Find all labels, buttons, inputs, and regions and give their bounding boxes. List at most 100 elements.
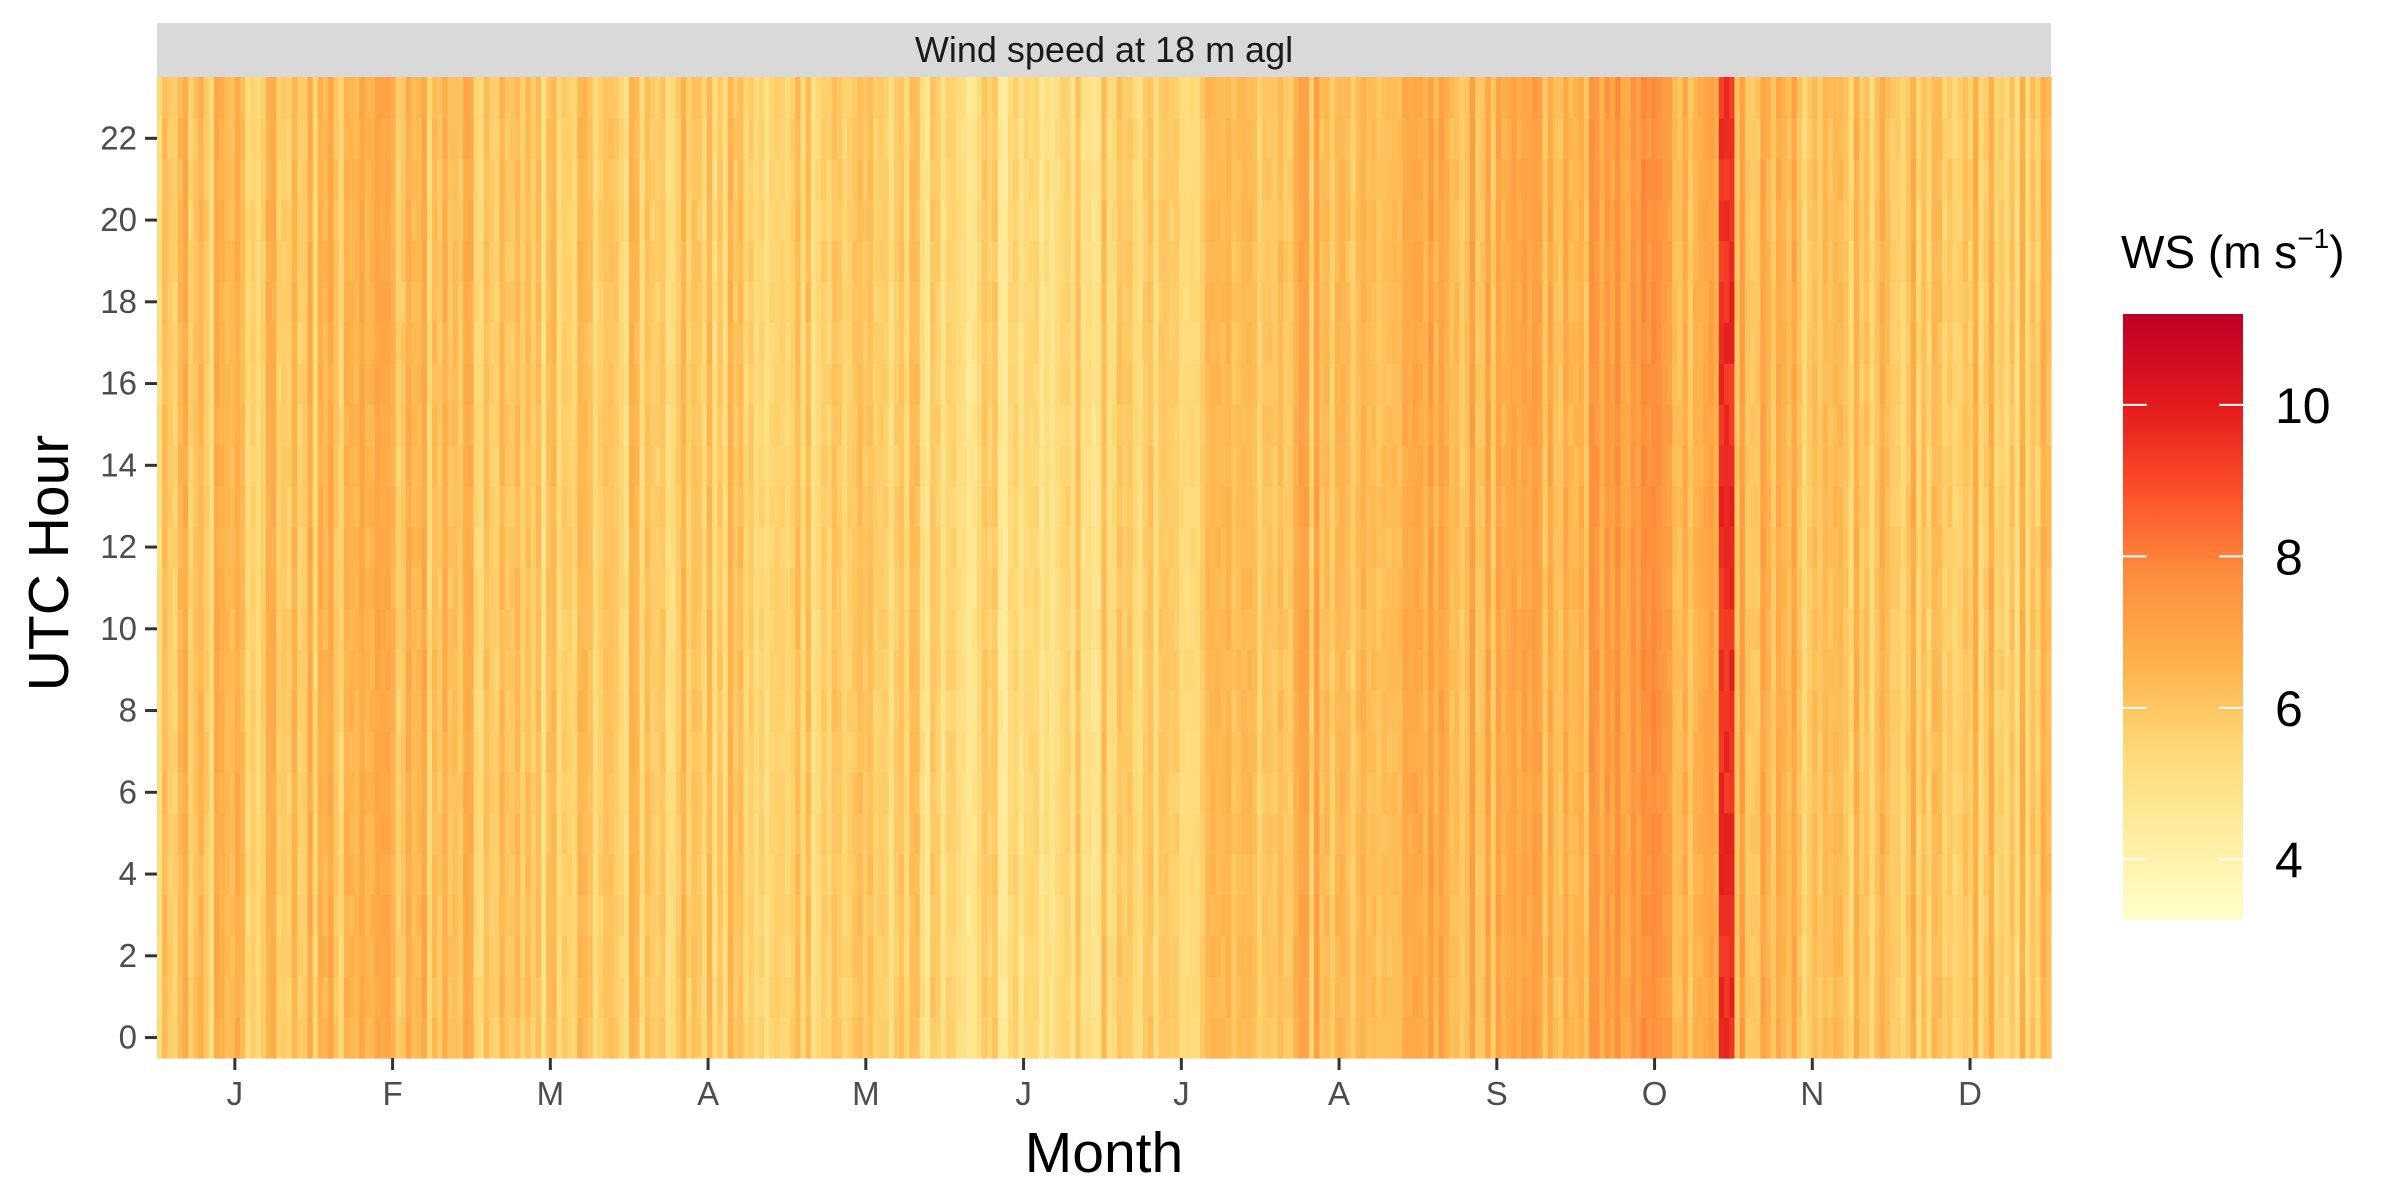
heatmap-cell	[883, 894, 890, 936]
heatmap-cell	[867, 77, 874, 119]
heatmap-cell	[603, 976, 610, 1018]
heatmap-cell	[333, 158, 340, 201]
heatmap-cell	[1158, 240, 1165, 282]
heatmap-cell	[276, 935, 283, 977]
heatmap-cell	[312, 281, 319, 323]
heatmap-cell	[509, 771, 516, 814]
heatmap-cell	[328, 117, 335, 160]
heatmap-cell	[323, 240, 329, 282]
heatmap-cell	[899, 853, 905, 896]
heatmap-cell	[655, 404, 661, 446]
heatmap-cell	[411, 649, 418, 691]
heatmap-cell	[162, 608, 168, 650]
heatmap-cell	[276, 649, 283, 691]
heatmap-cell	[234, 485, 241, 528]
heatmap-cell	[779, 812, 786, 855]
heatmap-cell	[836, 281, 843, 323]
heatmap-cell	[1111, 976, 1118, 1018]
heatmap-cell	[696, 567, 703, 609]
heatmap-cell	[572, 976, 578, 1018]
heatmap-cell	[707, 976, 713, 1018]
heatmap-cell	[1127, 117, 1134, 160]
heatmap-cell	[1065, 404, 1071, 446]
heatmap-cell	[727, 117, 734, 160]
heatmap-cell	[291, 1017, 298, 1059]
heatmap-cell	[1194, 240, 1201, 282]
heatmap-cell	[271, 567, 277, 609]
heatmap-cell	[805, 976, 812, 1018]
heatmap-cell	[338, 281, 345, 323]
heatmap-cell	[224, 485, 231, 528]
heatmap-cell	[655, 322, 661, 364]
heatmap-cell	[1044, 281, 1051, 323]
heatmap-cell	[852, 649, 859, 691]
heatmap-cell	[1116, 485, 1123, 528]
heatmap-cell	[1142, 976, 1149, 1018]
heatmap-cell	[234, 1017, 241, 1059]
heatmap-cell	[712, 322, 719, 364]
heatmap-cell	[847, 935, 853, 977]
heatmap-cell	[307, 608, 314, 650]
heatmap-cell	[1220, 649, 1227, 691]
heatmap-cell	[821, 485, 827, 528]
heatmap-cell	[348, 77, 355, 119]
heatmap-cell	[1080, 976, 1087, 1018]
heatmap-cell	[769, 526, 776, 569]
heatmap-cell	[276, 812, 283, 855]
heatmap-cell	[276, 404, 283, 446]
heatmap-cell	[753, 77, 760, 119]
heatmap-cell	[509, 526, 516, 569]
heatmap-cell	[167, 117, 174, 160]
heatmap-cell	[1179, 444, 1186, 487]
heatmap-cell	[525, 77, 532, 119]
heatmap-cell	[328, 526, 335, 569]
heatmap-cell	[385, 158, 392, 201]
heatmap-cell	[904, 771, 911, 814]
heatmap-cell	[982, 567, 988, 609]
heatmap-cell	[240, 281, 246, 323]
heatmap-cell	[665, 485, 672, 528]
heatmap-cell	[795, 894, 802, 936]
heatmap-cell	[732, 404, 739, 446]
heatmap-cell	[914, 363, 921, 405]
heatmap-cell	[1158, 526, 1165, 569]
heatmap-cell	[691, 690, 698, 732]
heatmap-cell	[639, 485, 646, 528]
heatmap-cell	[374, 117, 381, 160]
heatmap-cell	[1142, 281, 1149, 323]
heatmap-cell	[157, 690, 163, 732]
heatmap-cell	[411, 199, 418, 242]
heatmap-cell	[758, 158, 765, 201]
heatmap-cell	[1080, 894, 1087, 936]
heatmap-cell	[312, 771, 319, 814]
heatmap-cell	[867, 608, 874, 650]
heatmap-cell	[639, 812, 646, 855]
heatmap-cell	[214, 853, 220, 896]
heatmap-cell	[286, 690, 293, 732]
heatmap-cell	[1116, 322, 1123, 364]
heatmap-cell	[297, 444, 303, 487]
heatmap-cell	[395, 404, 402, 446]
heatmap-cell	[800, 649, 807, 691]
heatmap-cell	[686, 404, 693, 446]
heatmap-cell	[515, 363, 521, 405]
heatmap-cell	[862, 690, 869, 732]
heatmap-cell	[1065, 1017, 1071, 1059]
heatmap-cell	[380, 771, 386, 814]
heatmap-cell	[764, 363, 770, 405]
heatmap-cell	[852, 363, 859, 405]
heatmap-cell	[1059, 240, 1066, 282]
heatmap-cell	[592, 240, 599, 282]
heatmap-cell	[1018, 77, 1025, 119]
heatmap-cell	[364, 199, 371, 242]
heatmap-cell	[893, 158, 900, 201]
heatmap-cell	[1184, 853, 1191, 896]
heatmap-cell	[1205, 158, 1211, 201]
heatmap-cell	[1070, 526, 1077, 569]
heatmap-cell	[188, 158, 194, 201]
heatmap-cell	[691, 526, 698, 569]
heatmap-cell	[162, 363, 168, 405]
heatmap-cell	[1205, 485, 1211, 528]
heatmap-cell	[924, 1017, 931, 1059]
heatmap-cell	[914, 117, 921, 160]
